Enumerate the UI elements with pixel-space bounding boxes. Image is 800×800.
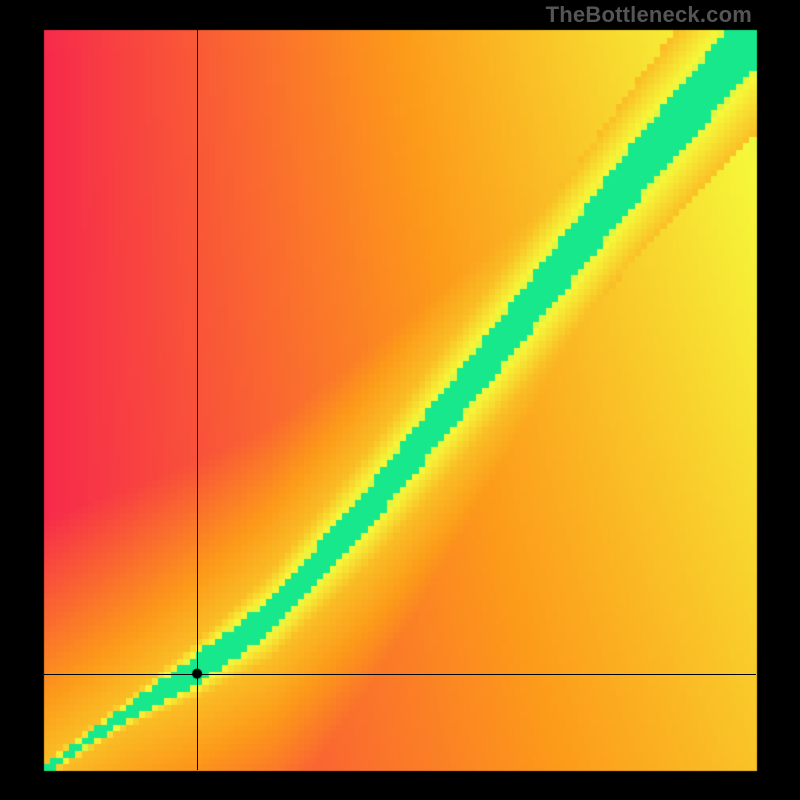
chart-container: { "attribution": { "text": "TheBottlenec… [0,0,800,800]
overlay-marker [0,0,800,800]
